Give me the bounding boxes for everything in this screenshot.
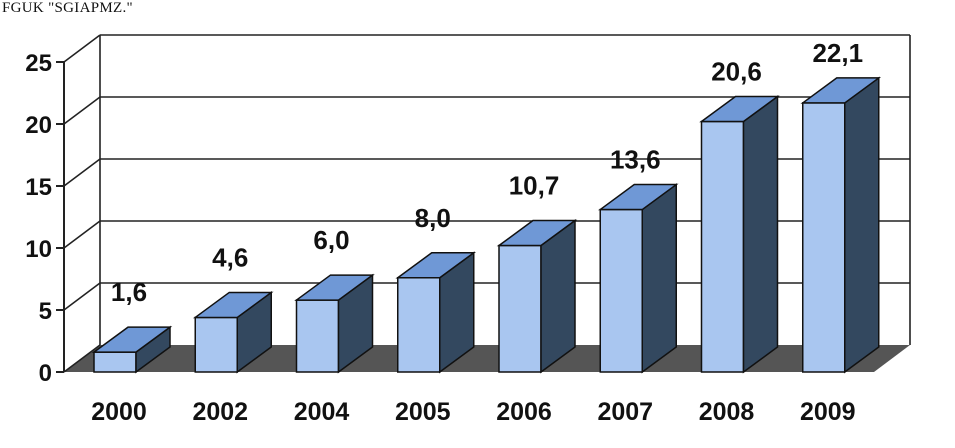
data-label: 20,6 [711,57,762,87]
bar [192,290,274,374]
x-tick-label: 2002 [192,398,248,426]
side-gridline [63,34,101,63]
bar-front [93,351,137,373]
data-label: 13,6 [610,145,661,175]
data-label: 22,1 [812,38,863,68]
chart-floor [64,345,910,372]
bar-front [397,277,441,373]
bar [496,219,578,374]
bar [91,325,173,374]
data-label: 4,6 [212,242,248,272]
bar [800,76,882,374]
bar-top [294,274,375,301]
bar-front [599,208,643,373]
x-tick-label: 2008 [699,398,755,426]
x-tick-label: 2000 [91,398,147,426]
bar-front [498,244,542,373]
bar-top [699,95,780,123]
bar [395,251,477,374]
x-tick-label: 2009 [800,398,856,426]
x-tick-label: 2007 [597,398,653,426]
bar-top [91,326,173,353]
data-label: 1,6 [111,277,147,307]
bars [91,76,882,374]
data-label: 8,0 [415,203,451,233]
bar [294,273,375,374]
bar-top [597,183,679,211]
side-gridline [63,220,101,249]
bar-side [540,219,576,374]
y-tick-label: 5 [39,298,52,325]
x-tick-label: 2006 [496,398,552,426]
bar-front [802,102,846,373]
bar [699,95,780,374]
bar-side [844,76,880,374]
y-tick-label: 20 [25,112,52,139]
bar-front [700,120,745,373]
side-gridline [63,158,101,187]
bar-front [194,316,238,373]
y-tick-label: 10 [25,236,52,263]
x-tick-label: 2004 [294,398,350,426]
bar [597,183,679,374]
data-labels: 1,6 4,6 6,0 8,0 10,7 13,6 20,6 22,1 [111,38,863,307]
y-tick-label: 25 [25,50,52,77]
x-axis-categories: 2000 2002 2004 2005 2006 2007 2008 2009 [91,398,855,426]
bar-side [742,95,779,374]
data-label: 10,7 [509,171,560,201]
y-tick-label: 15 [25,174,52,201]
chart-caption: FGUK "SGIAPMZ." [2,0,133,16]
bar-front [295,299,340,373]
chart-frame [63,34,911,373]
y-axis-ticks: 0 5 10 15 20 25 [25,50,64,387]
bar-top [496,219,578,247]
side-gridline [63,96,101,125]
bar-top [800,77,882,104]
side-gridline [63,344,101,373]
bar-side [641,183,677,374]
x-tick-label: 2005 [395,398,451,426]
data-label: 6,0 [313,225,349,255]
bar-top [395,252,477,279]
y-tick-label: 0 [39,360,52,387]
side-gridline [63,282,101,311]
bar-top [192,291,274,319]
